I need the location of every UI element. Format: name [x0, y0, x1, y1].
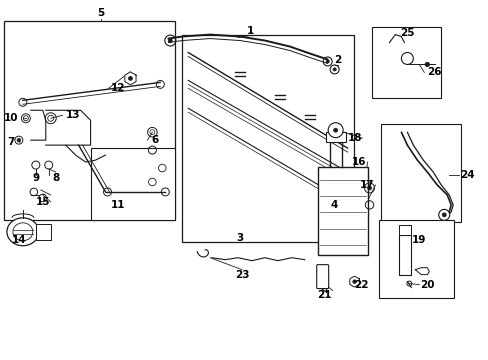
Bar [399, 225, 410, 235]
Text: 7: 7 [7, 137, 15, 147]
Text: 9: 9 [32, 173, 40, 183]
Text: 11: 11 [111, 200, 125, 210]
Text: 24: 24 [459, 170, 473, 180]
Bar [399, 235, 410, 275]
Text: 8: 8 [52, 173, 59, 183]
Circle shape [332, 68, 336, 71]
Text: 16: 16 [351, 157, 366, 167]
Bar [381, 124, 460, 222]
Ellipse shape [7, 218, 39, 246]
FancyBboxPatch shape [317, 167, 367, 255]
Circle shape [17, 138, 20, 142]
Circle shape [168, 39, 172, 42]
Text: 6: 6 [151, 135, 159, 145]
Circle shape [325, 60, 328, 63]
Text: 3: 3 [236, 233, 243, 243]
Text: 12: 12 [111, 84, 125, 93]
Text: 5: 5 [97, 8, 104, 18]
Polygon shape [124, 72, 136, 85]
Circle shape [441, 213, 446, 217]
Circle shape [327, 123, 343, 138]
Polygon shape [414, 268, 428, 275]
Text: 15: 15 [36, 197, 50, 207]
Text: 22: 22 [354, 280, 368, 289]
Bar [182, 35, 353, 242]
Circle shape [438, 210, 449, 220]
Text: 14: 14 [12, 235, 26, 245]
Circle shape [352, 280, 356, 283]
Text: 23: 23 [234, 270, 249, 280]
Text: 17: 17 [360, 180, 374, 190]
Polygon shape [46, 110, 90, 145]
Text: 26: 26 [426, 67, 441, 77]
Text: 21: 21 [317, 289, 331, 300]
Bar [4, 21, 175, 220]
Text: 4: 4 [330, 200, 338, 210]
Circle shape [367, 186, 371, 190]
Circle shape [424, 62, 428, 67]
Polygon shape [31, 110, 46, 140]
Circle shape [333, 128, 337, 132]
Text: 19: 19 [411, 235, 426, 245]
Bar [36, 224, 51, 240]
Text: 10: 10 [3, 113, 18, 123]
Text: 20: 20 [419, 280, 434, 289]
Text: 18: 18 [346, 133, 361, 143]
Bar [379, 220, 453, 298]
FancyBboxPatch shape [316, 265, 328, 289]
Bar [325, 132, 345, 142]
Text: 25: 25 [399, 28, 414, 37]
Bar [371, 27, 440, 98]
Text: 2: 2 [333, 55, 341, 66]
Bar [90, 148, 175, 220]
Polygon shape [349, 276, 359, 287]
Circle shape [128, 76, 132, 80]
Text: 13: 13 [65, 110, 80, 120]
Text: 1: 1 [246, 26, 253, 36]
